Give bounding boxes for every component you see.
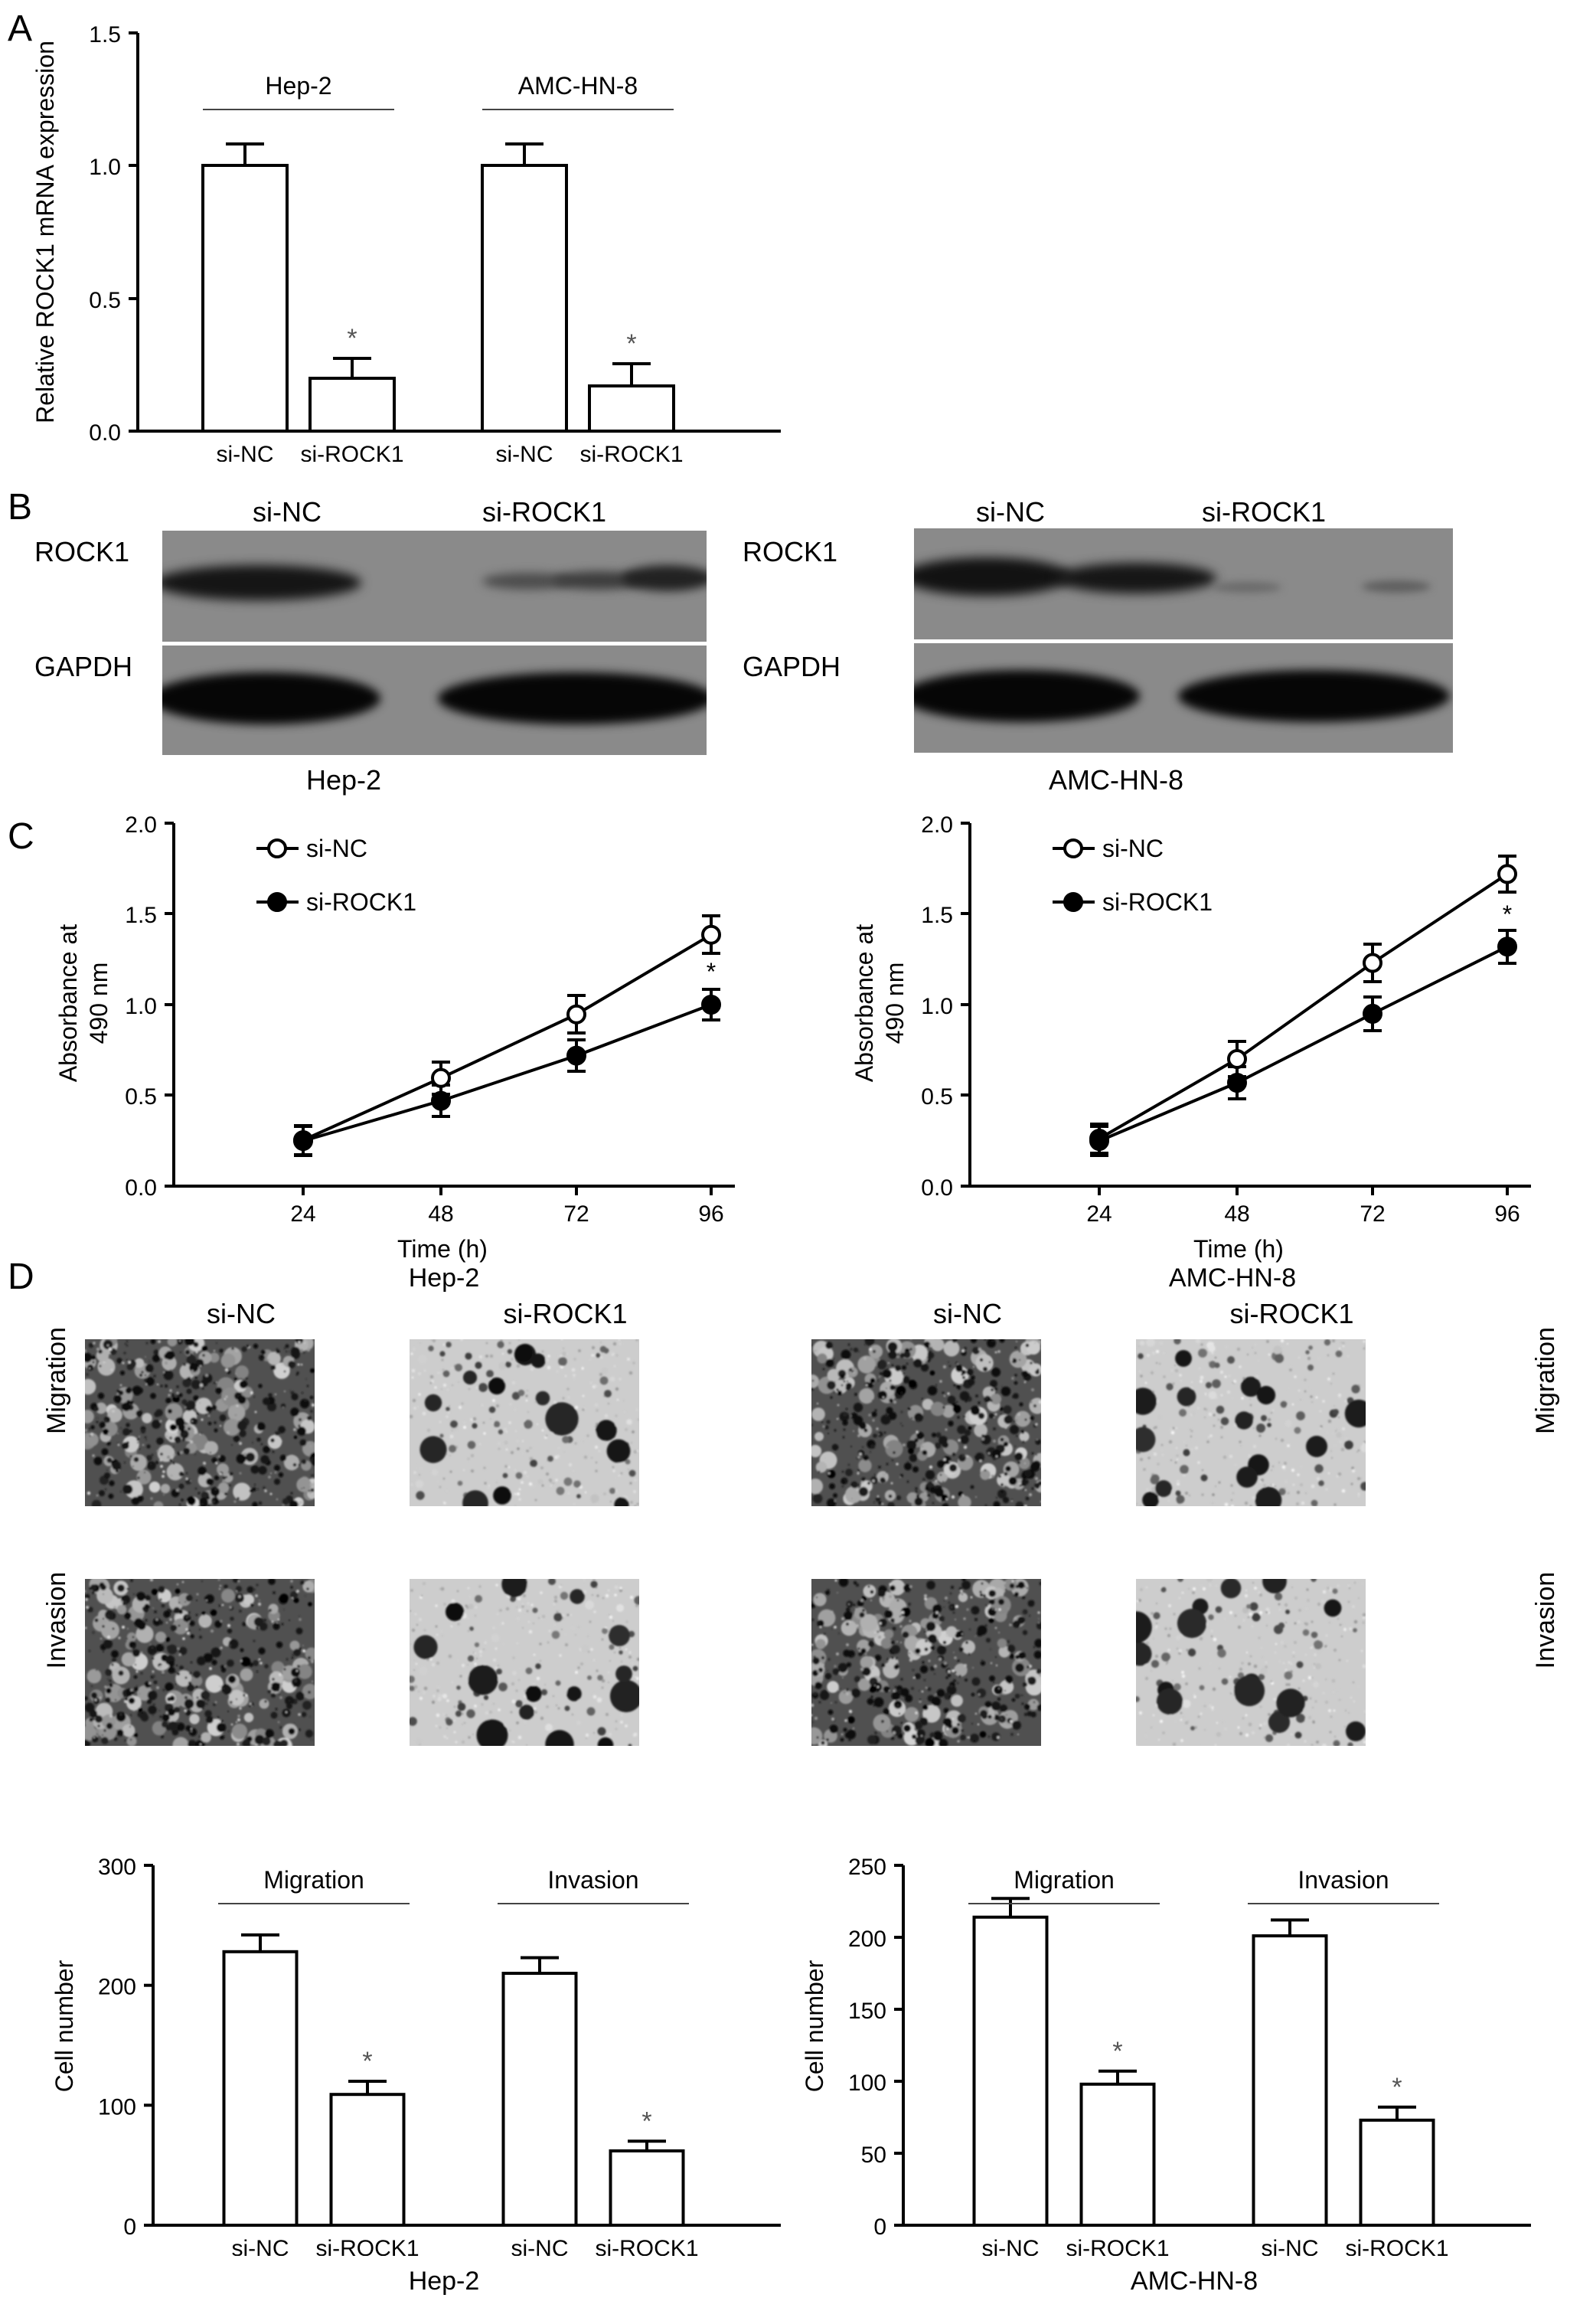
svg-text:1.0: 1.0 xyxy=(921,994,953,1019)
svg-text:Cell number: Cell number xyxy=(801,1960,828,2092)
svg-text:*: * xyxy=(641,2107,651,2136)
svg-text:si-ROCK1: si-ROCK1 xyxy=(595,2236,698,2256)
svg-text:24: 24 xyxy=(290,1201,315,1227)
svg-text:1.5: 1.5 xyxy=(125,903,157,928)
svg-text:0.0: 0.0 xyxy=(89,420,121,446)
svg-text:si-NC: si-NC xyxy=(1262,2236,1319,2256)
svg-text:72: 72 xyxy=(1360,1201,1385,1227)
svg-text:0.5: 0.5 xyxy=(921,1084,953,1110)
svg-text:150: 150 xyxy=(848,1999,886,2024)
svg-text:si-NC: si-NC xyxy=(511,2236,569,2256)
svg-text:100: 100 xyxy=(848,2071,886,2096)
svg-text:Time (h): Time (h) xyxy=(397,1235,488,1263)
svg-text:0.5: 0.5 xyxy=(89,288,121,313)
svg-text:72: 72 xyxy=(563,1201,589,1227)
svg-text:48: 48 xyxy=(428,1201,453,1227)
svg-text:si-ROCK1: si-ROCK1 xyxy=(300,442,403,462)
svg-text:*: * xyxy=(347,324,357,353)
svg-text:AMC-HN-8: AMC-HN-8 xyxy=(518,72,638,100)
svg-text:Time (h): Time (h) xyxy=(1193,1235,1284,1263)
svg-text:si-NC: si-NC xyxy=(1102,835,1164,862)
svg-text:Absorbance at: Absorbance at xyxy=(54,924,82,1082)
svg-text:Migration: Migration xyxy=(263,1866,364,1894)
svg-text:250: 250 xyxy=(848,1855,886,1880)
svg-text:si-ROCK1: si-ROCK1 xyxy=(579,442,683,462)
svg-text:200: 200 xyxy=(98,1975,136,2000)
svg-text:si-ROCK1: si-ROCK1 xyxy=(1345,2236,1448,2256)
svg-text:Relative ROCK1 mRNA expression: Relative ROCK1 mRNA expression xyxy=(31,41,59,423)
svg-text:1.5: 1.5 xyxy=(89,22,121,47)
svg-text:1.5: 1.5 xyxy=(921,903,953,928)
svg-text:50: 50 xyxy=(861,2143,886,2168)
svg-text:2.0: 2.0 xyxy=(125,812,157,838)
svg-text:0.0: 0.0 xyxy=(921,1175,953,1201)
svg-text:si-ROCK1: si-ROCK1 xyxy=(1102,888,1213,916)
svg-text:si-NC: si-NC xyxy=(232,2236,289,2256)
svg-text:2.0: 2.0 xyxy=(921,812,953,838)
svg-text:100: 100 xyxy=(98,2094,136,2120)
svg-text:0.5: 0.5 xyxy=(125,1084,157,1110)
svg-text:*: * xyxy=(1503,901,1512,928)
svg-text:1.0: 1.0 xyxy=(89,155,121,180)
svg-text:Cell number: Cell number xyxy=(51,1960,78,2092)
svg-text:*: * xyxy=(1392,2073,1402,2102)
svg-text:200: 200 xyxy=(848,1927,886,1952)
svg-text:*: * xyxy=(707,958,716,985)
svg-text:Hep-2: Hep-2 xyxy=(265,72,331,100)
svg-text:Absorbance at: Absorbance at xyxy=(850,924,878,1082)
svg-text:si-ROCK1: si-ROCK1 xyxy=(1066,2236,1169,2256)
svg-text:96: 96 xyxy=(698,1201,723,1227)
svg-text:48: 48 xyxy=(1224,1201,1249,1227)
svg-text:si-NC: si-NC xyxy=(217,442,274,462)
svg-text:490 nm: 490 nm xyxy=(881,963,909,1044)
svg-text:Invasion: Invasion xyxy=(547,1866,638,1894)
svg-text:Migration: Migration xyxy=(1014,1866,1115,1894)
svg-text:si-NC: si-NC xyxy=(982,2236,1040,2256)
svg-text:si-ROCK1: si-ROCK1 xyxy=(315,2236,419,2256)
svg-text:96: 96 xyxy=(1494,1201,1520,1227)
svg-text:*: * xyxy=(626,329,636,358)
svg-text:490 nm: 490 nm xyxy=(85,963,113,1044)
svg-text:Invasion: Invasion xyxy=(1298,1866,1389,1894)
svg-text:si-ROCK1: si-ROCK1 xyxy=(306,888,416,916)
svg-text:24: 24 xyxy=(1086,1201,1112,1227)
svg-text:0: 0 xyxy=(123,2215,136,2240)
svg-text:*: * xyxy=(362,2047,372,2076)
svg-text:0.0: 0.0 xyxy=(125,1175,157,1201)
svg-text:0: 0 xyxy=(873,2215,886,2240)
svg-text:si-NC: si-NC xyxy=(496,442,553,462)
svg-text:*: * xyxy=(1112,2037,1122,2066)
svg-text:si-NC: si-NC xyxy=(306,835,367,862)
svg-text:1.0: 1.0 xyxy=(125,994,157,1019)
svg-text:300: 300 xyxy=(98,1855,136,1880)
